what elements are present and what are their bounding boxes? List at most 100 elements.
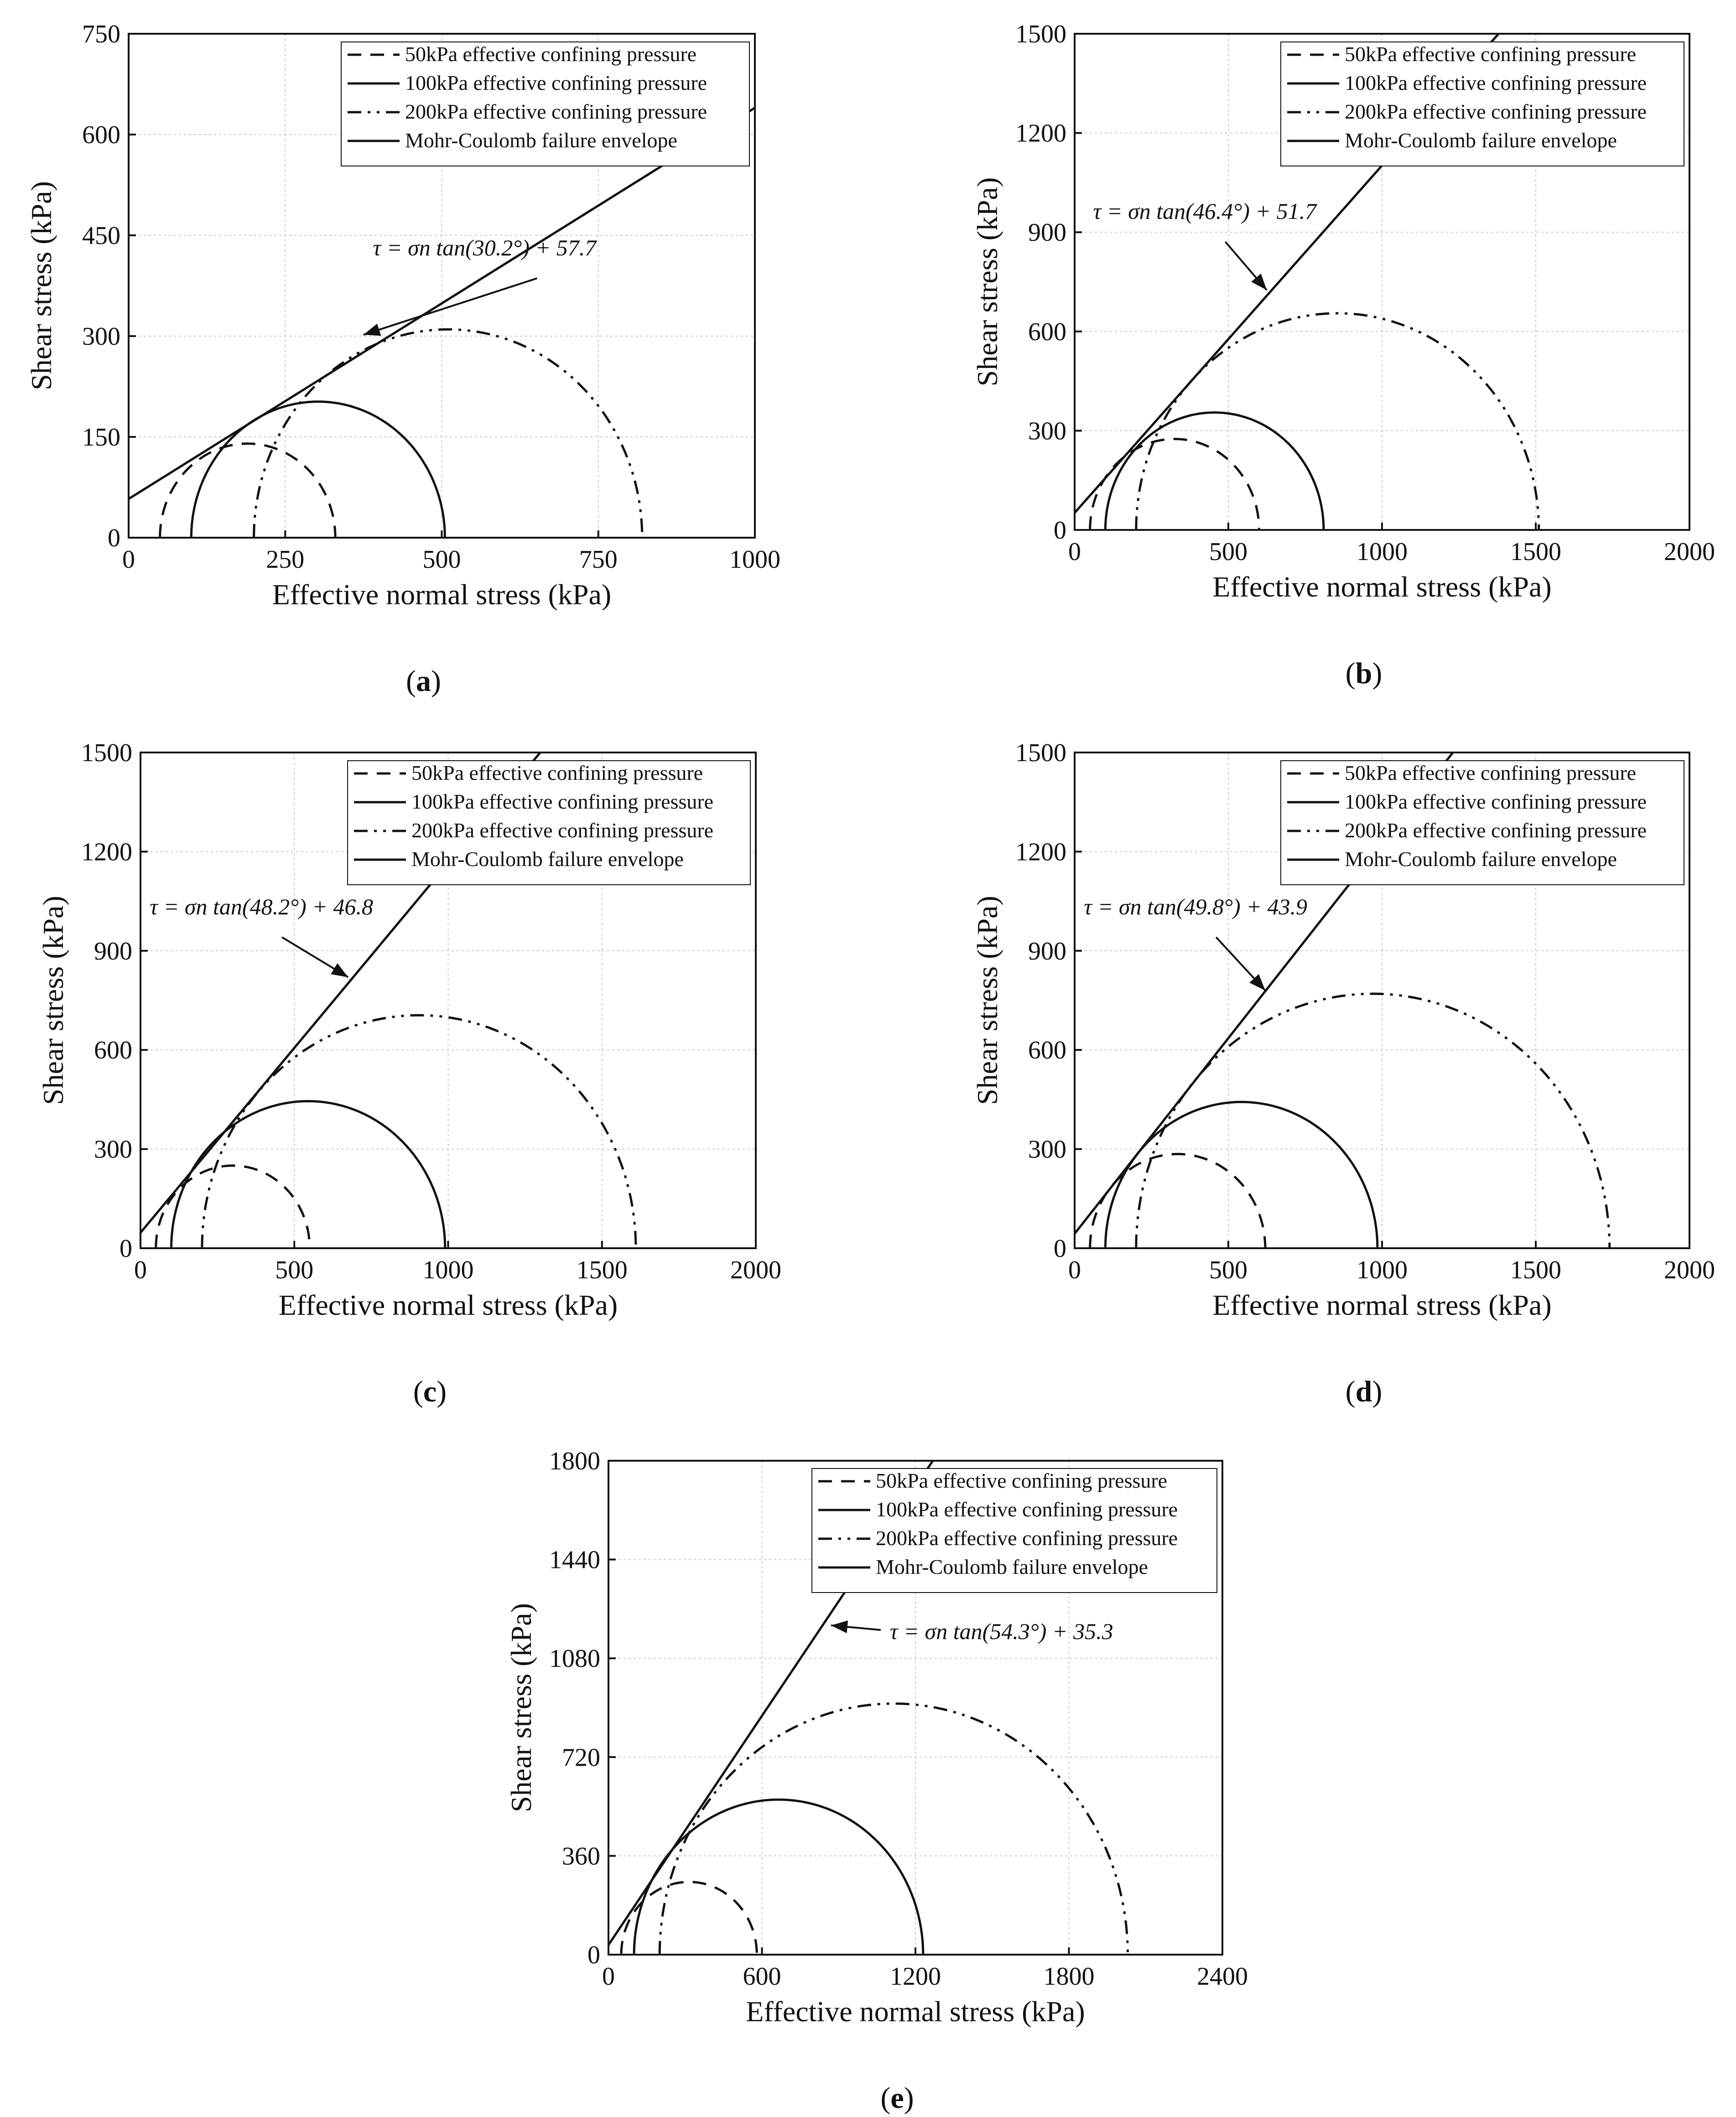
tick-labels: 0 600 1200 1800 2400 0 360 720 1080 1440 1800 [549, 1447, 1248, 1991]
x-tick-label: 2000 [730, 1256, 781, 1284]
legend-label: Mohr-Coulomb failure envelope [1345, 847, 1617, 871]
mohr-circle-100kpa [1104, 1100, 1379, 1248]
chart-panel-e: 0 600 1200 1800 2400 0 360 720 1080 1440 1800 Effec… [505, 1447, 1248, 2115]
y-axis-title: Shear stress (kPa) [505, 1603, 537, 1812]
y-tick-label: 1500 [1015, 739, 1066, 767]
y-tick-label: 1200 [1015, 838, 1066, 866]
chart-panel-d: 0 500 1000 1500 2000 0 300 600 900 1200 1500 Effect… [971, 739, 1715, 1408]
legend-box [1280, 42, 1684, 166]
legend-box [1280, 760, 1684, 885]
y-tick-label: 0 [120, 1235, 132, 1263]
x-tick-label: 500 [1209, 538, 1247, 566]
panel-label-close: ) [1372, 657, 1382, 690]
failure-envelope-line [129, 107, 755, 500]
y-tick-label: 600 [1028, 1036, 1066, 1064]
tick-labels: 0 500 1000 1500 2000 0 300 600 900 1200 1500 [1015, 739, 1715, 1284]
x-tick-label: 1000 [423, 1256, 474, 1284]
legend-box [341, 42, 750, 166]
legend-label: 200kPa effective confining pressure [1345, 819, 1647, 842]
panel-label-close: ) [904, 2081, 914, 2115]
mohr-circle-50kpa [155, 1164, 311, 1248]
x-tick-label: 0 [122, 545, 135, 574]
y-tick-label: 0 [1054, 516, 1066, 545]
y-tick-label: 1500 [1015, 20, 1066, 48]
x-tick-label: 1500 [1510, 538, 1561, 566]
panel-label-close: ) [431, 664, 441, 698]
x-axis-title: Effective normal stress (kPa) [272, 578, 611, 611]
equation-arrow-head [363, 323, 381, 336]
x-tick-label: 1000 [1357, 1256, 1408, 1284]
panel-label-open: ( [1346, 657, 1356, 690]
y-tick-label: 1440 [549, 1546, 600, 1574]
panel-label: (a) [406, 664, 441, 698]
y-axis-title: Shear stress (kPa) [971, 177, 1003, 387]
y-tick-label: 150 [82, 423, 120, 451]
mohr-circle-50kpa [1089, 437, 1260, 530]
legend-label: Mohr-Coulomb failure envelope [1345, 129, 1617, 152]
tick-labels: 0 500 1000 1500 2000 0 300 600 900 1200 1500 [81, 739, 781, 1284]
legend-label: 100kPa effective confining pressure [1345, 790, 1647, 813]
panel-label-open: ( [406, 664, 416, 698]
legend-label: 200kPa effective confining pressure [876, 1526, 1178, 1550]
chart-panel-a: 0 250 500 750 1000 0 150 300 450 600 750 Effective … [25, 20, 780, 698]
y-tick-label: 300 [82, 322, 120, 351]
panel-label-letter: b [1356, 657, 1372, 690]
envelope-equation: τ = σn tan(49.8°) + 43.9 [1084, 894, 1307, 919]
y-tick-label: 1200 [81, 838, 132, 866]
legend-label: 50kPa effective confining pressure [411, 761, 703, 784]
panel-label-letter: a [416, 664, 431, 698]
panel-label-close: ) [437, 1375, 447, 1408]
y-tick-label: 900 [1028, 937, 1066, 965]
x-tick-label: 250 [266, 545, 304, 574]
y-tick-label: 300 [94, 1136, 132, 1164]
y-axis-title: Shear stress (kPa) [25, 181, 57, 390]
equation-arrow-head [1249, 974, 1265, 991]
tick-labels: 0 250 500 750 1000 0 150 300 450 600 750 [82, 20, 780, 574]
x-axis-title: Effective normal stress (kPa) [279, 1289, 618, 1321]
x-tick-label: 1000 [729, 545, 780, 574]
legend-label: 50kPa effective confining pressure [1345, 42, 1636, 66]
legend-label: 200kPa effective confining pressure [1345, 100, 1647, 123]
legend-label: Mohr-Coulomb failure envelope [876, 1555, 1148, 1578]
panel-label: (b) [1346, 657, 1383, 690]
x-tick-label: 1500 [1510, 1256, 1561, 1284]
equation-arrow-head [1251, 273, 1267, 291]
chart-panel-c: 0 500 1000 1500 2000 0 300 600 900 1200 1500 Effect… [37, 739, 781, 1408]
envelope-equation: τ = σn tan(48.2°) + 46.8 [150, 894, 373, 919]
y-tick-label: 360 [562, 1842, 600, 1870]
mohr-circle-100kpa [1104, 411, 1325, 530]
envelope-equation: τ = σn tan(54.3°) + 35.3 [890, 1619, 1113, 1644]
legend: 50kPa effective confining pressure 100kPa… [811, 1468, 1217, 1593]
equation-arrow-head [831, 1620, 848, 1634]
y-axis-title: Shear stress (kPa) [971, 896, 1003, 1105]
x-tick-label: 750 [579, 545, 618, 574]
y-tick-label: 750 [82, 20, 120, 48]
x-axis-title: Effective normal stress (kPa) [1212, 571, 1551, 603]
panel-label-letter: e [890, 2081, 904, 2115]
mohr-circle-50kpa [620, 1881, 758, 1955]
envelope-equation: τ = σn tan(30.2°) + 57.7 [373, 235, 597, 260]
legend: 50kPa effective confining pressure 100kPa… [1280, 760, 1684, 885]
y-tick-label: 0 [108, 524, 120, 552]
y-tick-label: 600 [1028, 318, 1066, 346]
legend: 50kPa effective confining pressure 100kPa… [341, 42, 750, 166]
legend-label: Mohr-Coulomb failure envelope [405, 129, 677, 152]
x-tick-label: 600 [743, 1962, 781, 1991]
x-tick-label: 0 [602, 1962, 615, 1991]
mohr-circle-50kpa [159, 442, 337, 538]
mohr-circle-200kpa [658, 1702, 1129, 1955]
x-tick-label: 2000 [1664, 538, 1715, 566]
panel-label-open: ( [413, 1375, 423, 1408]
y-tick-label: 0 [1054, 1235, 1066, 1263]
legend-label: 100kPa effective confining pressure [405, 71, 707, 94]
y-tick-label: 1500 [81, 739, 132, 767]
legend: 50kPa effective confining pressure 100kPa… [347, 760, 751, 885]
x-tick-label: 0 [1068, 538, 1081, 566]
x-tick-label: 500 [1209, 1256, 1247, 1284]
mohr-circle-200kpa [201, 1014, 637, 1248]
legend-label: 100kPa effective confining pressure [1345, 71, 1647, 94]
equation-arrow-head [331, 963, 348, 977]
x-tick-label: 2000 [1664, 1256, 1715, 1284]
x-tick-label: 0 [134, 1256, 147, 1284]
